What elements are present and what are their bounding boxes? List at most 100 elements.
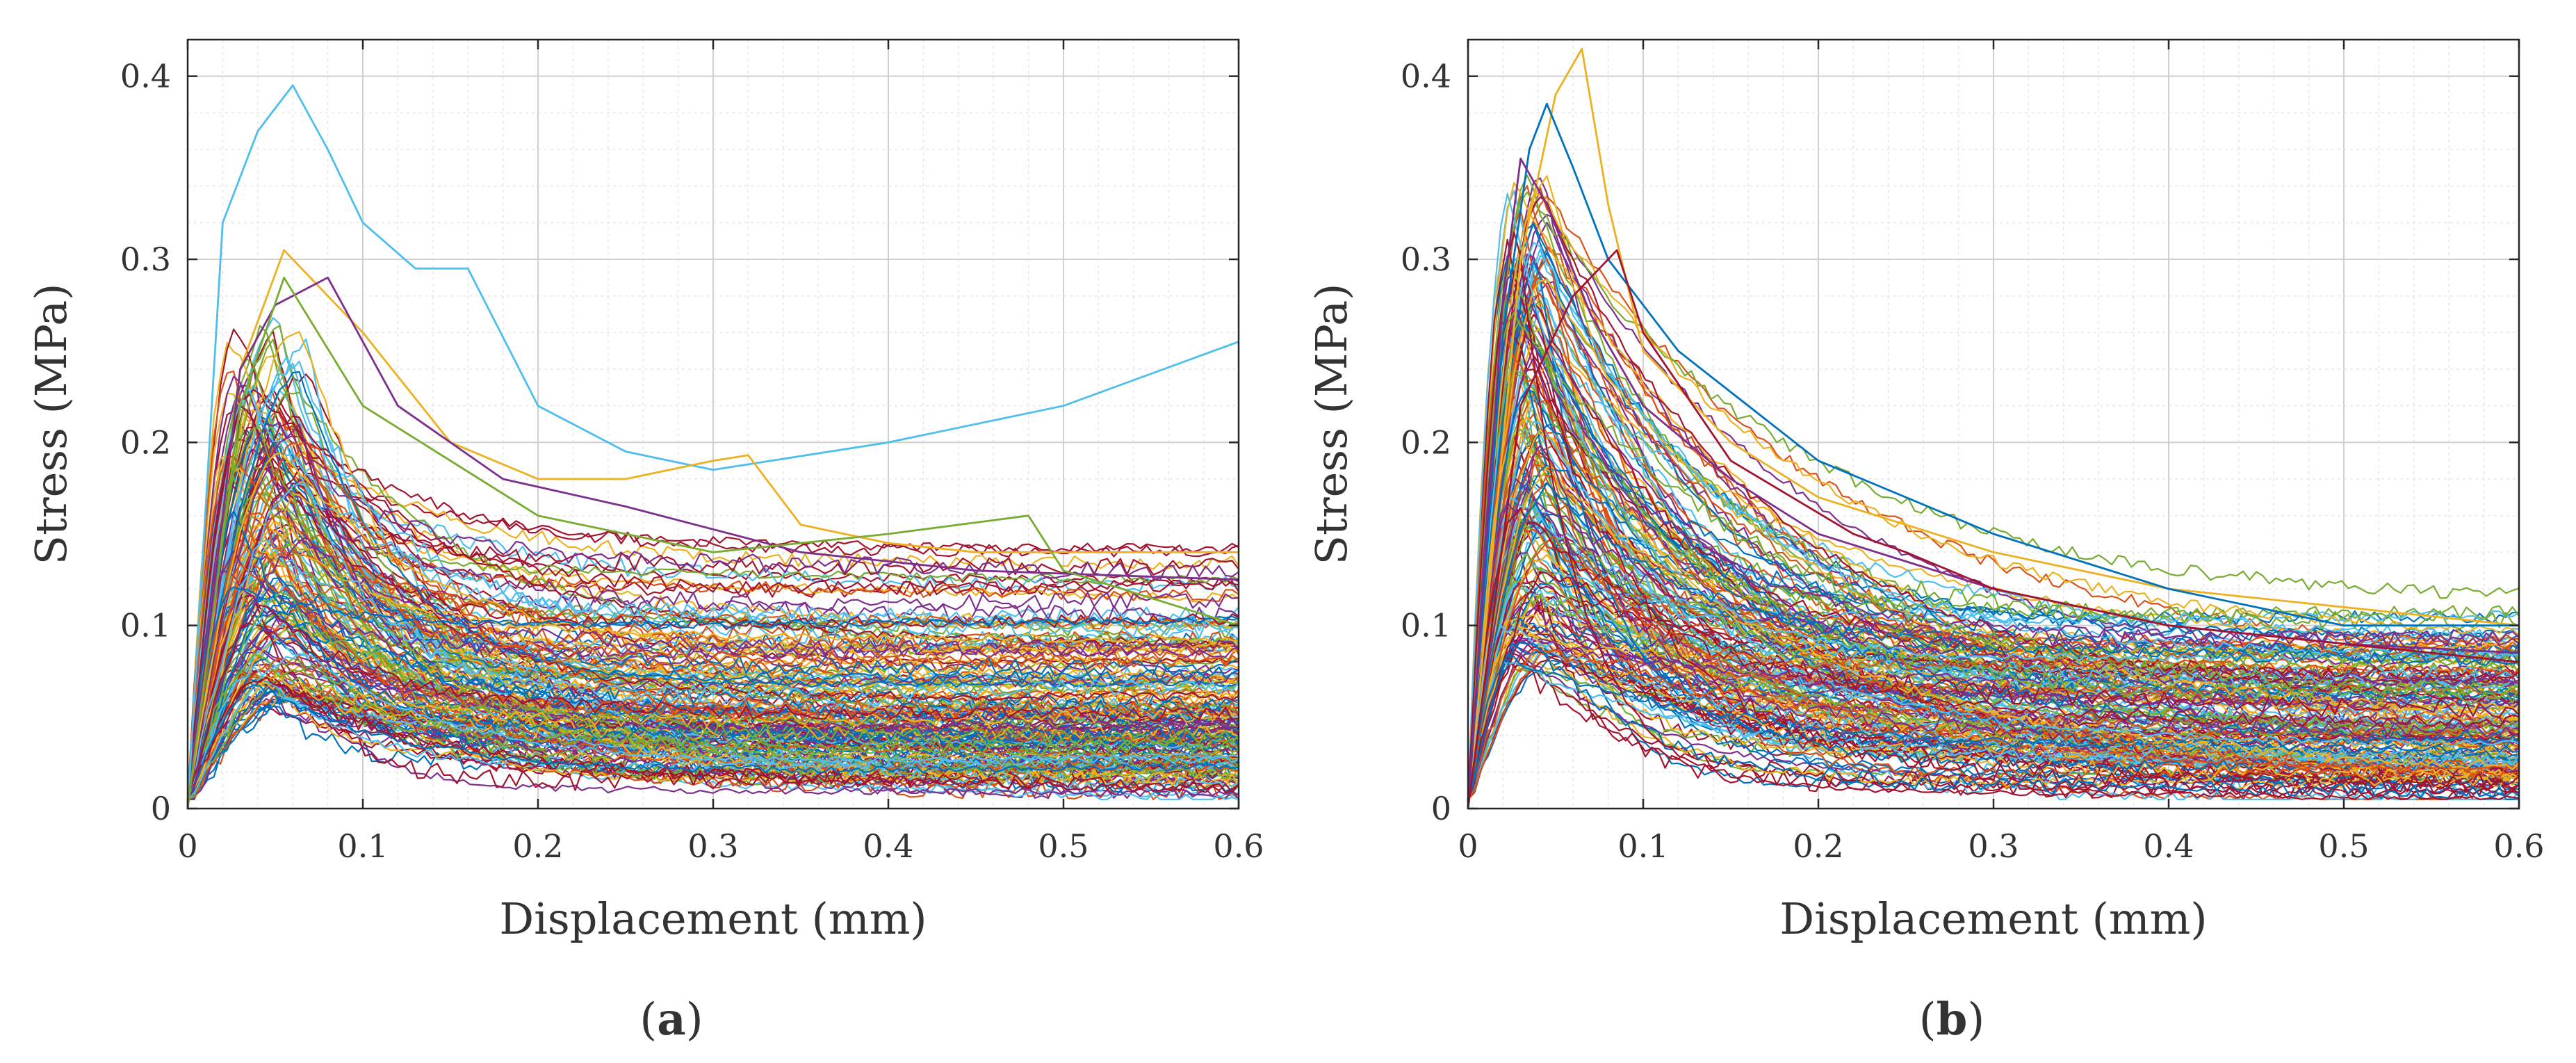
series-line (186, 276, 1239, 809)
x-axis-label: Displacement (mm) (1779, 893, 2207, 944)
series-line (186, 456, 1239, 800)
series-line (186, 510, 1239, 800)
series-group (186, 84, 1240, 809)
series-line (187, 619, 1239, 800)
series-line (1467, 498, 2520, 800)
series-line (186, 551, 1239, 800)
y-tick-label: 0.3 (1401, 241, 1451, 278)
series-line (186, 276, 1239, 809)
series-line (186, 389, 1239, 800)
y-tick-labels: 0 0.1 0.2 0.3 0.4 (1401, 58, 1451, 827)
y-tick-label: 0.2 (1401, 423, 1451, 461)
series-line (186, 512, 1239, 800)
series-line (186, 441, 1239, 800)
series-line (1467, 477, 2520, 800)
series-line (1467, 624, 2520, 800)
x-tick-label: 0 (1458, 827, 1478, 865)
ticks (186, 40, 1240, 810)
series-line (1467, 231, 2520, 800)
series-line (1467, 241, 2520, 800)
series-line (1467, 238, 2520, 800)
series-line (1467, 317, 2520, 800)
x-tick-label: 0.2 (512, 827, 563, 865)
series-line (1467, 491, 2520, 800)
series-line (1467, 308, 2520, 800)
x-tick-label: 0.2 (1793, 827, 1843, 865)
y-tick-label: 0.2 (120, 423, 171, 461)
series-line (186, 391, 1239, 800)
series-line (1467, 257, 2520, 800)
series-line (186, 405, 1239, 800)
x-tick-label: 0.4 (863, 827, 913, 865)
y-tick-label: 0.4 (1401, 58, 1451, 95)
series-group (1467, 47, 2520, 809)
series-line (186, 455, 1239, 800)
series-line (1467, 507, 2520, 800)
series-line (1467, 507, 2520, 800)
series-line (1467, 300, 2520, 800)
x-tick-label: 0 (177, 827, 197, 865)
series-line (186, 540, 1239, 800)
x-tick-label: 0.5 (1038, 827, 1089, 865)
series-line (1467, 535, 2520, 800)
series-line (1467, 518, 2520, 800)
y-axis-label: Stress (MPa) (26, 284, 76, 565)
series-line (1467, 649, 2520, 800)
x-tick-label: 0.6 (2493, 827, 2544, 865)
x-axis-label: Displacement (mm) (499, 893, 927, 944)
series-line (186, 84, 1239, 809)
y-axis-label: Stress (MPa) (1306, 284, 1357, 565)
series-line (186, 591, 1239, 800)
series-line (186, 524, 1239, 800)
series-line (186, 409, 1239, 800)
series-line (1467, 654, 2520, 800)
x-tick-label: 0.6 (1213, 827, 1264, 865)
series-line (186, 584, 1239, 800)
y-tick-label: 0.3 (120, 241, 171, 278)
series-line (1467, 249, 2520, 809)
y-tick-label: 0 (1431, 790, 1451, 827)
panel-label: (b) (1919, 993, 1985, 1046)
y-tick-label: 0.4 (120, 58, 171, 95)
series-line (1467, 421, 2520, 800)
series-line (186, 423, 1239, 800)
series-line (186, 586, 1239, 800)
series-line (1467, 280, 2520, 800)
series-line (1467, 384, 2520, 800)
series-line (186, 676, 1239, 800)
series-line (187, 653, 1239, 800)
series-line (186, 594, 1239, 800)
series-line (186, 249, 1239, 809)
panel-a: 0 0.1 0.2 0.3 0.4 0.5 0.6 0 0.1 0.2 0.3 … (26, 38, 1264, 1046)
series-line (187, 674, 1239, 800)
series-line (187, 676, 1239, 800)
series-line (186, 626, 1239, 800)
series-line (186, 596, 1239, 800)
x-tick-labels: 0 0.1 0.2 0.3 0.4 0.5 0.6 (177, 827, 1264, 865)
series-line (1467, 260, 2520, 800)
series-line (1467, 571, 2520, 800)
series-line (1467, 311, 2520, 800)
series-line (186, 604, 1239, 800)
x-tick-label: 0.5 (2318, 827, 2369, 865)
series-line (186, 421, 1239, 800)
x-tick-label: 0.1 (337, 827, 388, 865)
series-line (186, 627, 1239, 800)
series-line (1467, 641, 2520, 800)
y-tick-label: 0.1 (120, 607, 171, 644)
series-line (186, 415, 1239, 800)
x-tick-label: 0.3 (1968, 827, 2019, 865)
y-tick-label: 0 (151, 790, 171, 827)
series-line (1467, 626, 2520, 800)
series-line (1467, 330, 2520, 800)
series-line (186, 606, 1239, 800)
series-line (186, 357, 1239, 800)
series-line (1467, 102, 2519, 809)
series-line (1467, 191, 2520, 800)
series-line (187, 684, 1239, 800)
series-line (187, 678, 1239, 800)
series-line (187, 577, 1239, 800)
series-line (1467, 466, 2520, 800)
series-line (1467, 428, 2520, 800)
